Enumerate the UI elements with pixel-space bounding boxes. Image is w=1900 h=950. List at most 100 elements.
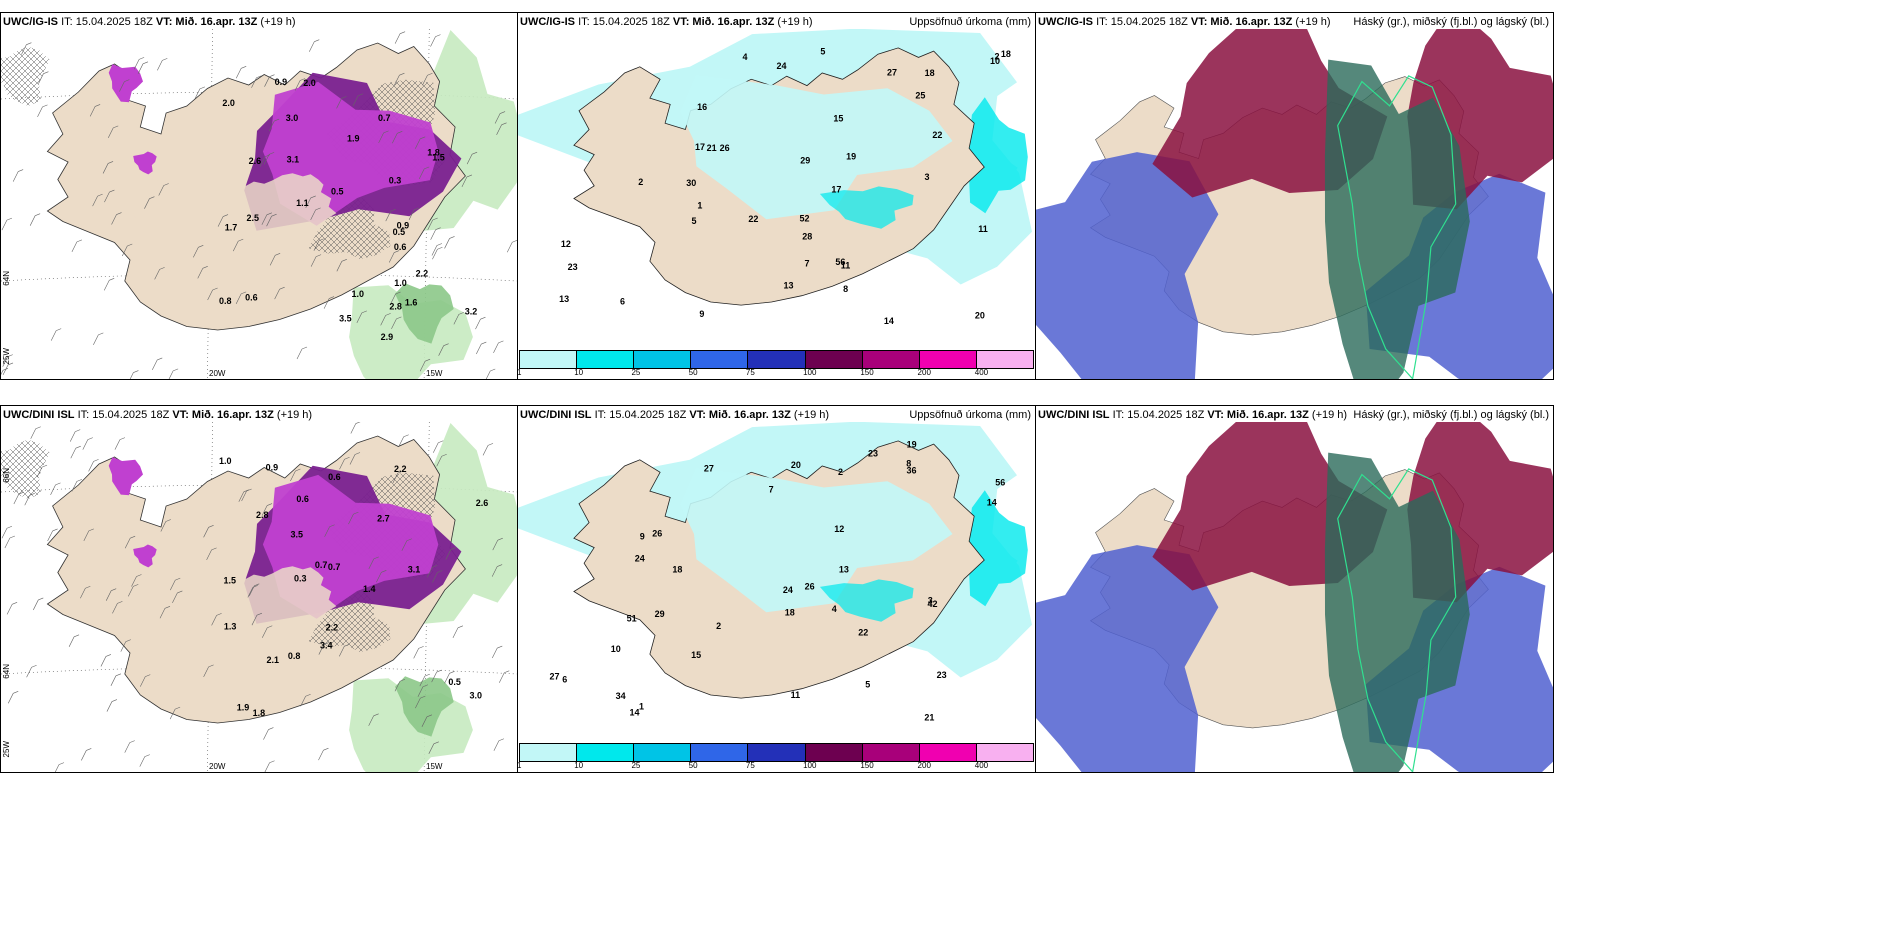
wind-barb xyxy=(106,699,118,712)
precip-value-label: 25 xyxy=(915,91,925,101)
legend-swatch xyxy=(862,351,920,368)
precip-value-label: 17 xyxy=(695,142,705,152)
wind-barb xyxy=(401,538,412,551)
wind-barb xyxy=(394,31,406,44)
precip-value-label: 23 xyxy=(868,449,878,459)
snow-value-label: 3.2 xyxy=(465,307,478,317)
hatch-area xyxy=(1,46,50,106)
wind-barb xyxy=(269,253,281,266)
legend-swatch xyxy=(520,351,578,368)
snow-value-label: 2.6 xyxy=(249,156,262,166)
wind-barb xyxy=(461,174,473,188)
legend-swatch xyxy=(976,744,1033,761)
wind-barb xyxy=(169,706,181,720)
wind-barb xyxy=(70,445,81,459)
wind-barb xyxy=(432,570,443,583)
snow-value-label: 2.0 xyxy=(222,98,235,108)
wind-barb xyxy=(1,368,9,375)
snow-value-label: 0.5 xyxy=(393,227,406,237)
wind-barb xyxy=(426,565,438,578)
wind-barb xyxy=(431,243,443,256)
wind-barb xyxy=(144,196,155,209)
wind-barb xyxy=(485,368,496,379)
precip-legend: 1 10 25 50 75 100 150 200 400 xyxy=(517,350,1034,378)
wind-barb xyxy=(71,479,83,492)
precip-value-label: 27 xyxy=(704,464,714,474)
snow-value-label: 2.8 xyxy=(389,302,402,312)
wind-barb xyxy=(430,34,441,47)
panel-title: UWC/DINI ISL IT: 15.04.2025 18Z VT: Mið.… xyxy=(520,409,830,421)
snow-value-label: 3.0 xyxy=(469,691,482,701)
wind-barb xyxy=(203,664,214,677)
precip-value-label: 23 xyxy=(568,262,578,272)
panel-r2c2: UWC/DINI ISL IT: 15.04.2025 18Z VT: Mið.… xyxy=(517,405,1036,773)
precip-value-label: 3 xyxy=(928,595,933,605)
wind-barb xyxy=(261,212,272,225)
wind-barb xyxy=(112,601,123,614)
wind-barb xyxy=(47,528,58,542)
snow-value-label: 2.0 xyxy=(303,78,316,88)
wind-barb xyxy=(261,503,273,516)
precip-value-label: 27 xyxy=(549,671,559,681)
wind-barb xyxy=(4,535,15,549)
snow-value-label: 3.5 xyxy=(291,530,304,540)
wind-barb xyxy=(107,125,119,139)
wind-barb xyxy=(83,528,94,542)
wind-barb xyxy=(264,760,275,772)
hatch-area xyxy=(308,590,391,653)
snow-value-label: 3.1 xyxy=(287,155,300,165)
lon-label-20w: 20W xyxy=(209,762,226,771)
wind-barb xyxy=(50,482,61,496)
wind-barb xyxy=(290,468,301,482)
precip-value-label: 1 xyxy=(697,200,702,210)
panel-title: UWC/IG-IS IT: 15.04.2025 18Z VT: Mið. 16… xyxy=(520,16,813,28)
wind-barb xyxy=(390,291,401,305)
precip-legend: 1 10 25 50 75 100 150 200 400 xyxy=(518,743,1034,771)
legend-label: 1 xyxy=(517,368,522,377)
wind-barb xyxy=(496,122,507,135)
wind-barb xyxy=(336,96,347,109)
snow-value-label: 1.7 xyxy=(225,223,238,233)
precip-map: 2 6 12 26 23 22 28 18 24 22 25 29 52 17 20 13 14 10 17 21 18… xyxy=(518,29,1035,349)
wind-barb xyxy=(323,296,335,309)
wind-barb xyxy=(211,613,222,626)
precip-value-label: 17 xyxy=(831,185,841,195)
legend-label: 400 xyxy=(974,761,989,770)
wind-barb xyxy=(336,259,347,272)
wind-barb xyxy=(114,437,126,450)
panel-title: UWC/DINI ISL IT: 15.04.2025 18Z VT: Mið.… xyxy=(1038,409,1348,421)
snow-value-label: 1.0 xyxy=(219,456,232,466)
wind-barb xyxy=(419,358,431,372)
wind-barb xyxy=(7,691,19,704)
precip-value-label: 51 xyxy=(627,613,637,623)
wind-barb xyxy=(124,535,136,549)
wind-barb xyxy=(415,695,426,709)
wind-barb xyxy=(324,524,335,537)
precip-value-label: 14 xyxy=(987,498,997,508)
precip-value-label: 52 xyxy=(800,213,810,223)
wind-barb xyxy=(139,754,150,767)
wind-barb xyxy=(268,118,280,132)
panel-r1c1: UWC/IG-IS IT: 15.04.2025 18Z VT: Mið. 16… xyxy=(0,12,518,380)
snow-value-label: 1.5 xyxy=(224,576,237,586)
snow-value-label: 0.5 xyxy=(448,677,461,687)
wind-barb xyxy=(249,583,260,596)
high-cloud-area xyxy=(1324,452,1470,772)
wind-barb xyxy=(2,354,13,367)
precip-value-label: 18 xyxy=(1001,49,1011,59)
rain-area xyxy=(395,283,454,344)
precip-value-label: 12 xyxy=(834,524,844,534)
precip-value-label: 5 xyxy=(692,216,697,226)
lat-label-left-a: 66N xyxy=(2,468,11,483)
wind-barb xyxy=(264,74,275,87)
precip-value-label: 2 xyxy=(995,51,1000,61)
precip-value-label: 18 xyxy=(785,608,795,618)
wind-barb xyxy=(235,291,247,304)
high-cloud-contour xyxy=(1337,75,1457,379)
wind-barb xyxy=(194,86,205,100)
wind-barb xyxy=(168,368,179,379)
precip-value-label: 10 xyxy=(990,56,1000,66)
wind-barb xyxy=(50,328,62,341)
legend-label: 150 xyxy=(860,368,874,377)
low-cloud-area xyxy=(1036,152,1219,379)
